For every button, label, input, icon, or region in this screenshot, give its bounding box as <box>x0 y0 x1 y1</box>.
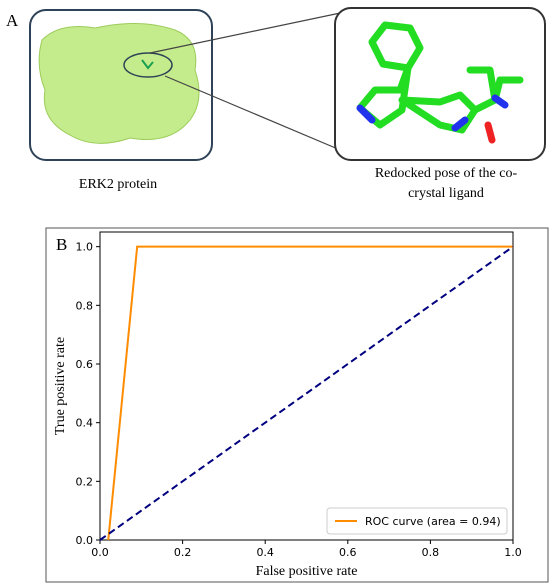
panel-a: A ERK2 protein Redocked pose of the co- … <box>6 7 546 201</box>
ligand-heteroatoms <box>356 94 509 144</box>
zoom-line <box>149 11 346 54</box>
y-tick-label: 0.8 <box>76 299 94 312</box>
panel-label: B <box>56 235 67 254</box>
x-tick-label: 0.6 <box>339 546 357 559</box>
panel-b-frame <box>45 227 549 583</box>
series-line <box>99 245 514 541</box>
y-tick-label: 0.4 <box>76 417 94 430</box>
x-tick-label: 1.0 <box>504 546 522 559</box>
panel-label: A <box>6 11 19 30</box>
y-tick-label: 1.0 <box>76 241 94 254</box>
zoom-line <box>164 75 346 153</box>
y-tick-label: 0.0 <box>76 534 94 547</box>
ligand-small <box>141 59 154 70</box>
caption: ERK2 protein <box>79 177 157 192</box>
y-tick-label: 0.6 <box>76 358 94 371</box>
y-tick-label: 0.2 <box>76 475 94 488</box>
x-tick-label: 0.0 <box>91 546 109 559</box>
x-tick-label: 0.2 <box>174 546 192 559</box>
x-axis-label: False positive rate <box>256 564 358 579</box>
x-tick-label: 0.8 <box>422 546 440 559</box>
caption: crystal ligand <box>408 186 484 201</box>
caption: Redocked pose of the co- <box>375 166 518 181</box>
ligand-frame <box>334 7 546 161</box>
legend-label: ROC curve (area = 0.94) <box>365 515 501 528</box>
y-axis-label: True positive rate <box>53 337 68 435</box>
protein-surface <box>38 23 200 144</box>
plot-area <box>99 231 514 541</box>
zoom-ellipse <box>123 52 173 78</box>
series-line <box>107 245 513 541</box>
x-tick-label: 0.4 <box>256 546 274 559</box>
legend-box <box>326 507 508 535</box>
